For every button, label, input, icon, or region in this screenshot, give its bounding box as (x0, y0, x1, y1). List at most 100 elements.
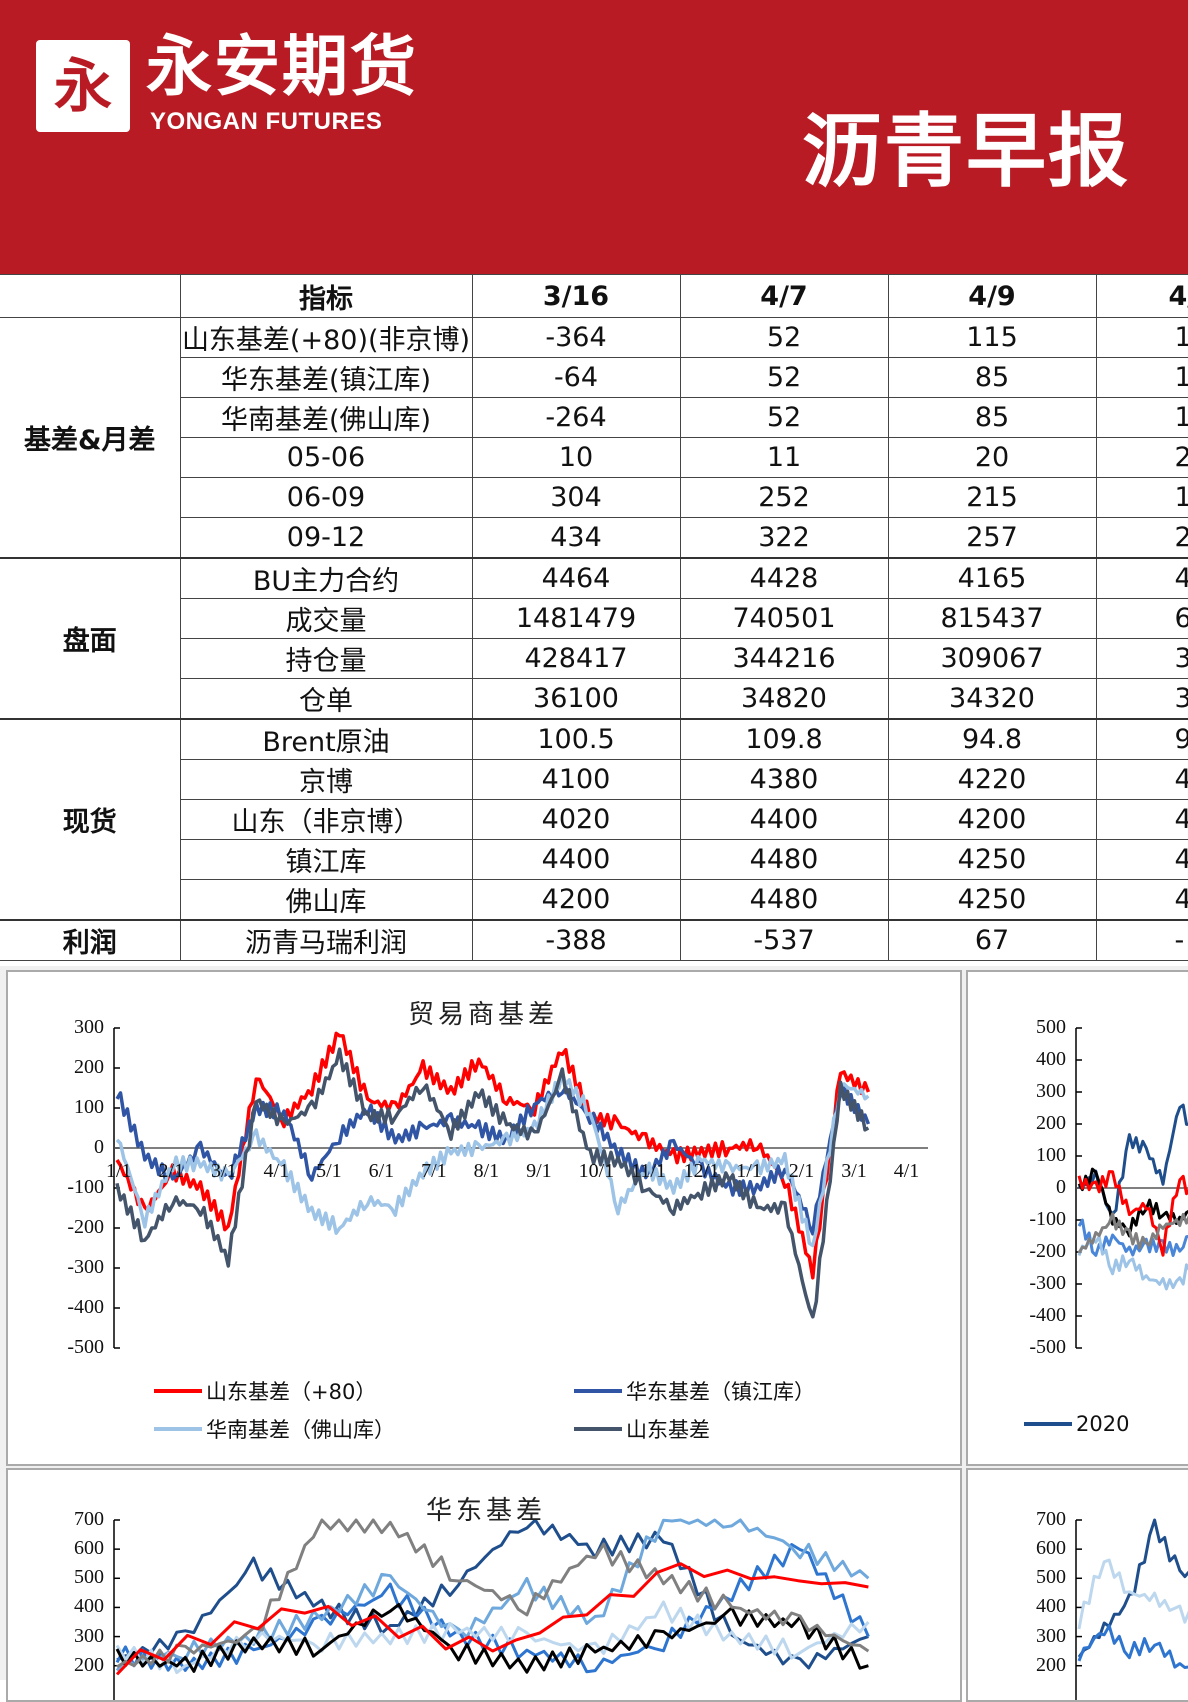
series-line (1077, 1624, 1188, 1669)
column-header-indicator: 指标 (179, 274, 473, 318)
indicator-label: 成交量 (179, 598, 473, 639)
indicator-label: 09-12 (179, 517, 473, 559)
y-axis-tick-label: 400 (1036, 1048, 1066, 1070)
x-axis-tick-label: 11/1 (631, 1160, 666, 1182)
chart-plot (1075, 1027, 1188, 1349)
indicator-value: 257 (887, 517, 1097, 559)
table-row: 利润 沥青马瑞利润 -388 -537 67- (0, 919, 1188, 961)
indicator-label: 06-09 (179, 477, 473, 518)
indicator-value: 34320 (887, 678, 1097, 720)
x-axis-tick-label: 4/1 (893, 1160, 920, 1182)
indicator-value: 4480 (679, 839, 889, 880)
legend-item: 华东基差（镇江库） (574, 1376, 815, 1406)
indicator-value: 302 (1095, 638, 1188, 679)
indicator-value: 4165 (887, 557, 1097, 599)
table-body: 基差&月差山东基差(+80)(非京博)-364521151华东基差(镇江库)-6… (0, 317, 1188, 961)
legend-swatch (1024, 1422, 1072, 1426)
indicator-value: 52 (679, 357, 889, 398)
indicator-value: 4250 (887, 839, 1097, 880)
chart-panel-east-china-basis: 700 600 500 400 300 200 华东基差 (6, 1468, 962, 1702)
y-axis-tick-label: 300 (1036, 1080, 1066, 1102)
indicator-value: 434 (471, 517, 681, 559)
y-axis-tick-label: 600 (1036, 1537, 1066, 1560)
y-axis-tick-label: 0 (1056, 1176, 1066, 1198)
brand-name-cn: 永安期货 (146, 28, 418, 105)
indicator-value: 1 (1095, 357, 1188, 398)
indicator-value: 252 (679, 477, 889, 518)
y-axis-tick-label: -400 (67, 1296, 104, 1318)
table-row: 佛山库42004480425042 (0, 879, 1188, 921)
y-axis-tick-label: 600 (74, 1537, 104, 1560)
category-label: 利润 (0, 919, 181, 961)
indicator-label: 佛山库 (179, 879, 473, 921)
indicator-value: 4200 (887, 799, 1097, 840)
indicator-value: 740501 (679, 598, 889, 639)
legend-item: 山东基差 (574, 1414, 710, 1444)
indicator-label: 05-06 (179, 437, 473, 478)
y-axis-tick-label: -100 (1029, 1208, 1066, 1230)
series-line (1077, 1558, 1188, 1630)
legend-item: 2020 (1024, 1412, 1129, 1436)
indicator-label: 持仓量 (179, 638, 473, 679)
indicator-label: 仓单 (179, 678, 473, 720)
x-axis-tick-label: 5/1 (316, 1160, 342, 1182)
series-line (116, 1518, 870, 1669)
indicator-label: BU主力合约 (179, 557, 473, 599)
x-axis-tick-label: 10/1 (578, 1160, 615, 1182)
indicator-value: 2 (1095, 437, 1188, 478)
table-header-row: 指标 3/16 4/7 4/9 4/ (0, 274, 1188, 318)
indicator-value: 52 (679, 317, 889, 358)
indicator-value: 4250 (887, 879, 1097, 921)
column-header-date: 4/7 (679, 274, 889, 318)
indicator-value: 686 (1095, 598, 1188, 639)
y-axis-tick-label: -200 (1029, 1240, 1066, 1262)
indicator-value: 42 (1095, 799, 1188, 840)
report-header: 永 永安期货 YONGAN FUTURES 沥青早报 (0, 0, 1188, 274)
legend-label: 山东基差 (626, 1418, 710, 1442)
indicator-value: -388 (471, 919, 681, 961)
indicator-value: -364 (471, 317, 681, 358)
y-axis-tick-label: 400 (1036, 1595, 1066, 1618)
indicator-value: -64 (471, 357, 681, 398)
y-axis-tick-label: 200 (74, 1653, 104, 1676)
charts-area: 300 200 100 0 -100 -200 -300 -400 -500 1/1 2/1 3/1 4… (0, 966, 1188, 1702)
y-axis-tick-label: 100 (74, 1096, 104, 1118)
chart-plot (1075, 1518, 1188, 1700)
indicator-table: 指标 3/16 4/7 4/9 4/ 基差&月差山东基差(+80)(非京博)-3… (0, 274, 1188, 961)
indicator-label: Brent原油 (179, 718, 473, 760)
indicator-value: 52 (679, 397, 889, 438)
indicator-value: 215 (887, 477, 1097, 518)
indicator-value: 1 (1095, 397, 1188, 438)
indicator-value: 4464 (471, 557, 681, 599)
legend-label: 华南基差（佛山库） (206, 1418, 395, 1442)
indicator-value: 4200 (471, 879, 681, 921)
indicator-value: 344216 (679, 638, 889, 679)
y-axis-tick-label: -100 (67, 1176, 104, 1198)
brand-logo: 永 (36, 40, 130, 132)
indicator-value: 309067 (887, 638, 1097, 679)
indicator-value: 36100 (471, 678, 681, 720)
x-axis-tick-label: 1/1 (736, 1160, 762, 1182)
legend-swatch (154, 1427, 202, 1431)
table-row: 持仓量428417344216309067302 (0, 638, 1188, 679)
x-axis-tick-label: 12/1 (683, 1160, 720, 1182)
y-axis-tick-label: 200 (74, 1056, 104, 1078)
indicator-label: 沥青马瑞利润 (179, 919, 473, 961)
indicator-value: 20 (887, 437, 1097, 478)
indicator-value: 322 (679, 517, 889, 559)
indicator-value: 67 (887, 919, 1097, 961)
series-line (115, 1070, 870, 1248)
series-line (115, 1047, 870, 1319)
legend-item: 华南基差（佛山库） (154, 1414, 395, 1444)
legend-swatch (574, 1389, 622, 1393)
y-axis-tick-label: 0 (94, 1136, 104, 1158)
x-axis-tick-label: 8/1 (473, 1160, 500, 1182)
legend-swatch (154, 1389, 202, 1393)
report-title: 沥青早报 (802, 105, 1130, 198)
indicator-value: 34820 (679, 678, 889, 720)
indicator-value: 94.8 (887, 718, 1097, 760)
indicator-value: 4400 (679, 799, 889, 840)
indicator-value: 115 (887, 317, 1097, 358)
indicator-value: -537 (679, 919, 889, 961)
